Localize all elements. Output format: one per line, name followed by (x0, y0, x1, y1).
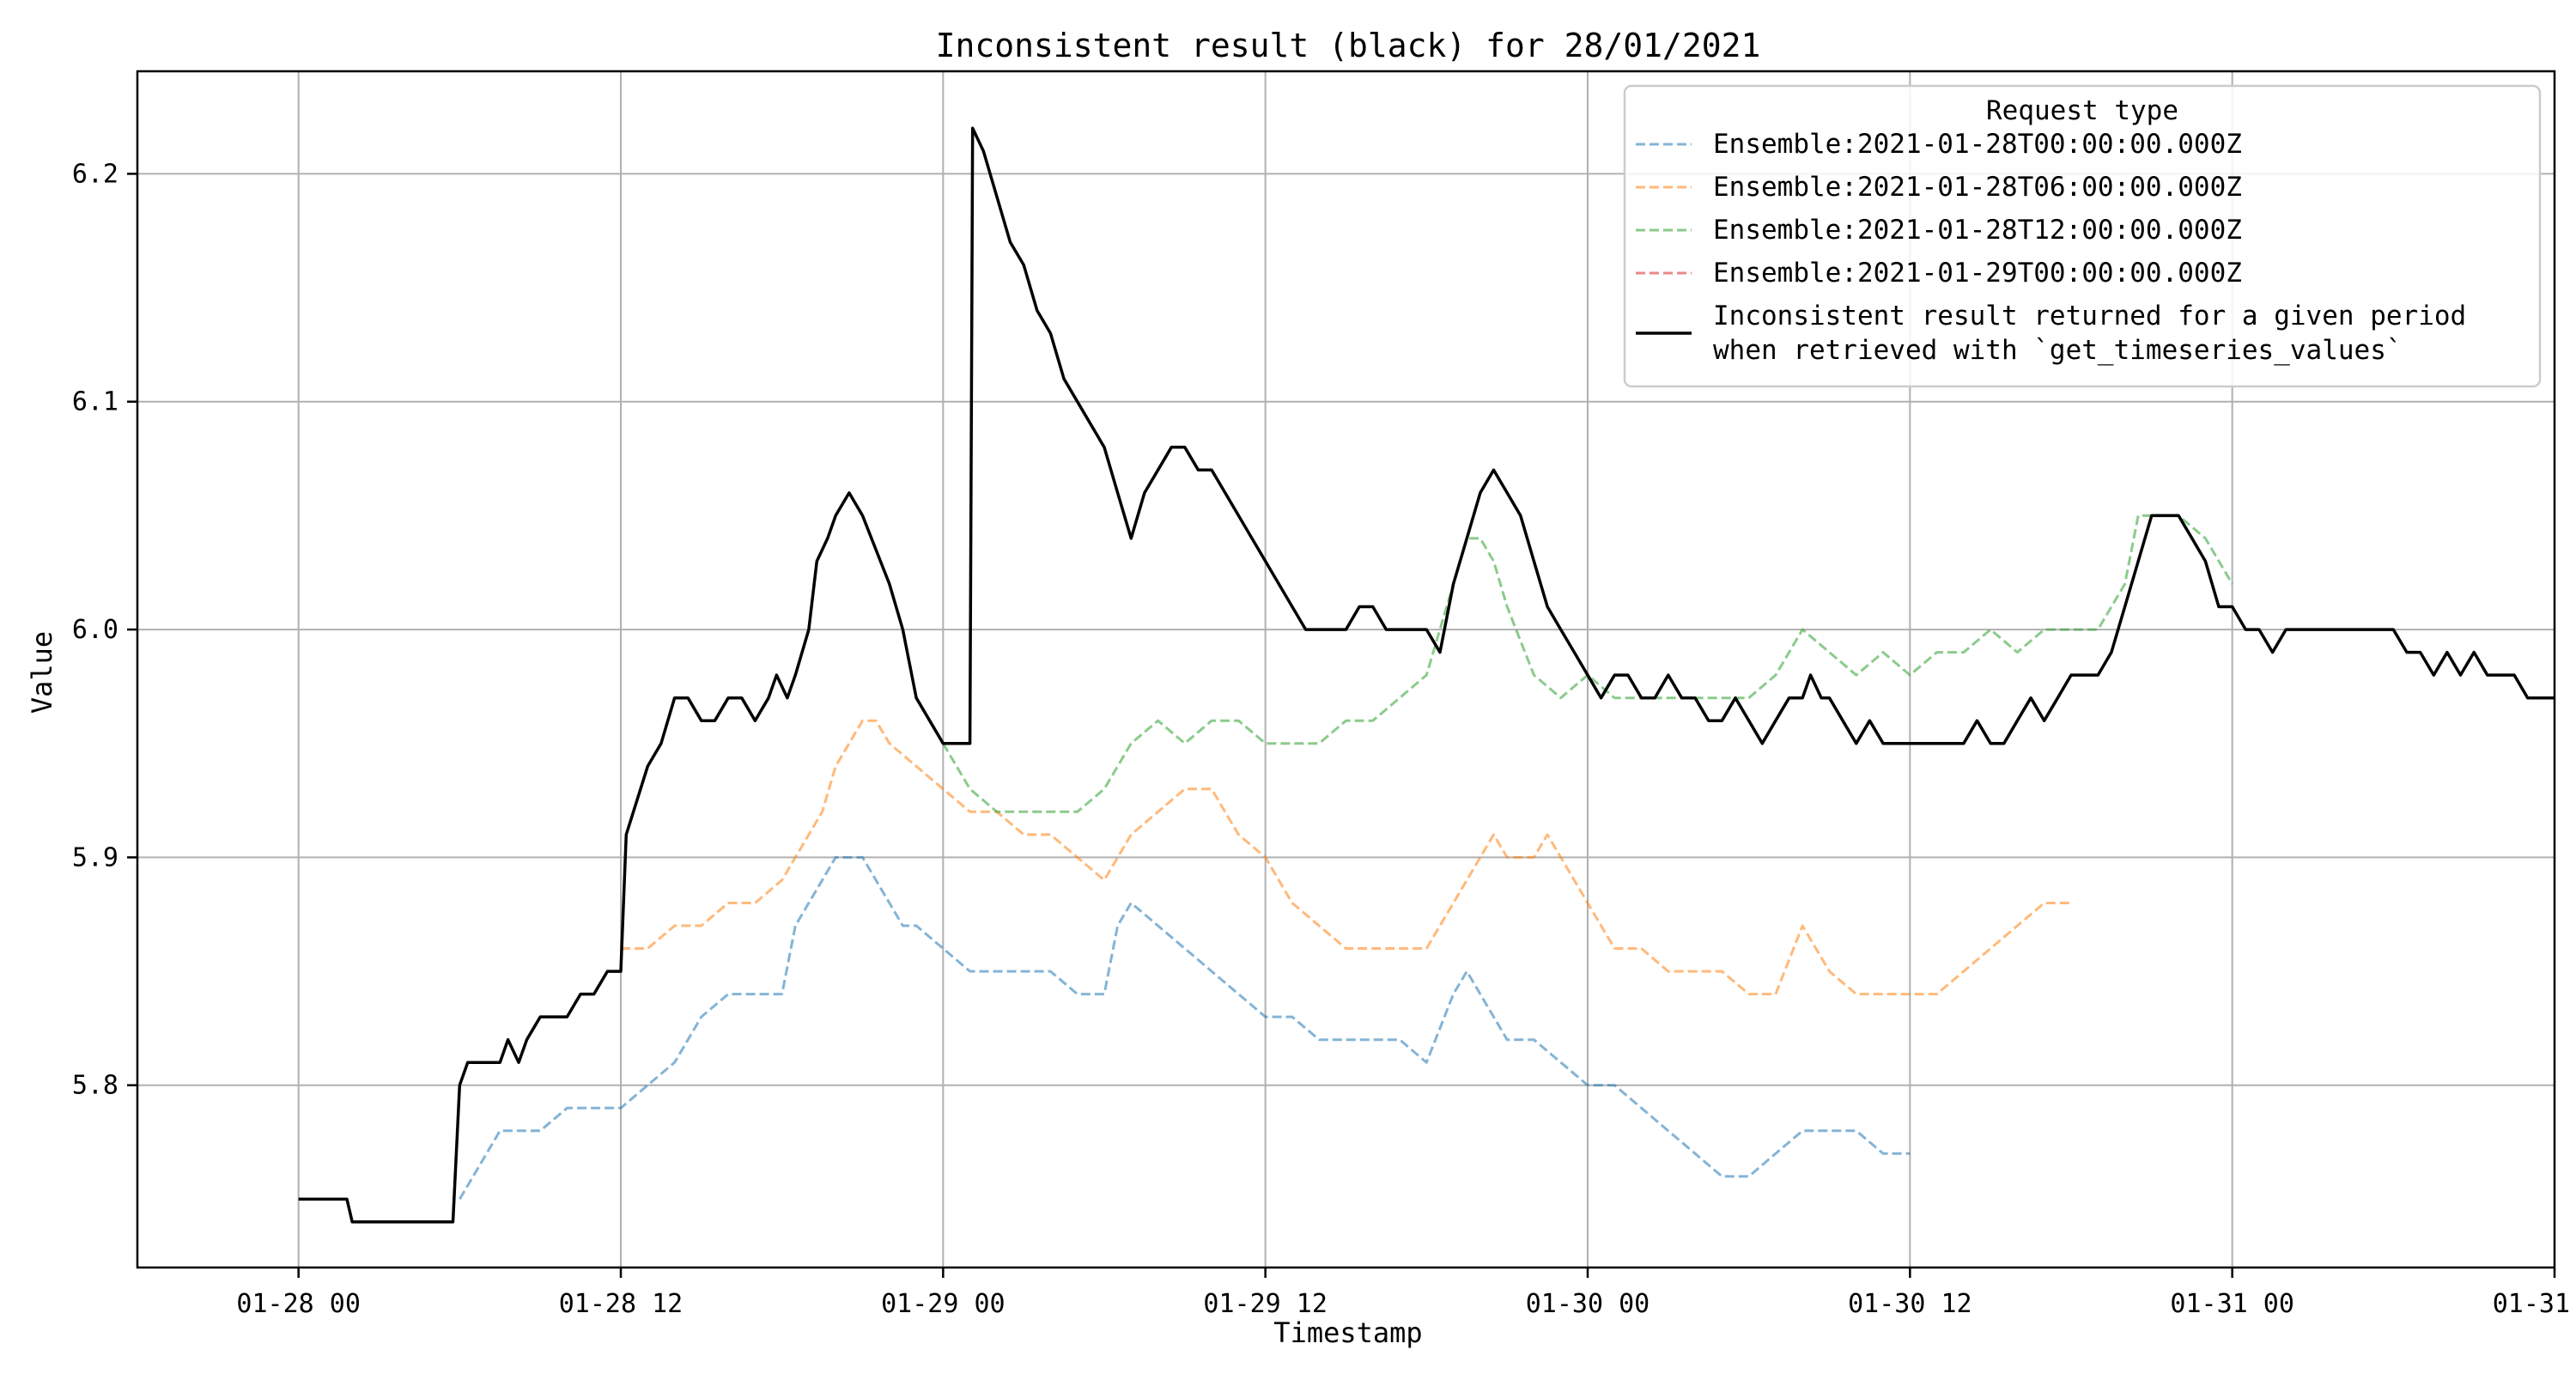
legend-label-0: Ensemble:2021-01-28T00:00:00.000Z (1713, 129, 2242, 160)
x-tick-label: 01-28 12 (559, 1289, 683, 1319)
y-tick-label: 6.1 (72, 387, 118, 417)
x-tick-label: 01-30 12 (1848, 1289, 1972, 1319)
x-tick-label: 01-29 00 (881, 1289, 1005, 1319)
legend-title: Request type (1986, 95, 2178, 126)
x-tick-label: 01-30 00 (1526, 1289, 1650, 1319)
series-line-2 (942, 514, 2233, 813)
y-tick-label: 6.0 (72, 615, 118, 645)
x-tick-label: 01-28 00 (236, 1289, 361, 1319)
plot-frame (136, 70, 2556, 1269)
series-line-0 (459, 855, 1911, 1201)
chart-title: Inconsistent result (black) for 28/01/20… (936, 27, 1761, 64)
x-tick-label: 01-31 12 (2493, 1289, 2576, 1319)
legend-label-4: Inconsistent result returned for a given… (1713, 301, 2466, 366)
legend: Request type Ensemble:2021-01-28T00:00:0… (1623, 84, 2542, 388)
series-layer (298, 126, 2555, 1224)
x-axis-label: Timestamp (1273, 1316, 1422, 1349)
y-tick-label: 5.8 (72, 1071, 118, 1101)
legend-label-2: Ensemble:2021-01-28T12:00:00.000Z (1713, 215, 2242, 246)
y-tick-label: 6.2 (72, 159, 118, 189)
x-tick-label: 01-29 12 (1203, 1289, 1327, 1319)
legend-label-3: Ensemble:2021-01-29T00:00:00.000Z (1713, 258, 2242, 289)
legend-box (1623, 84, 2542, 388)
tick-layer: 01-28 00 01-28 12 01-29 00 01-29 12 01-30 00… (72, 159, 2576, 1319)
y-tick-label: 5.9 (72, 842, 118, 872)
x-tick-label: 01-31 00 (2170, 1289, 2294, 1319)
legend-label-1: Ensemble:2021-01-28T06:00:00.000Z (1713, 172, 2242, 203)
y-axis-label: Value (26, 631, 58, 714)
series-line-4 (298, 126, 2555, 1224)
series-line-1 (621, 719, 2071, 996)
